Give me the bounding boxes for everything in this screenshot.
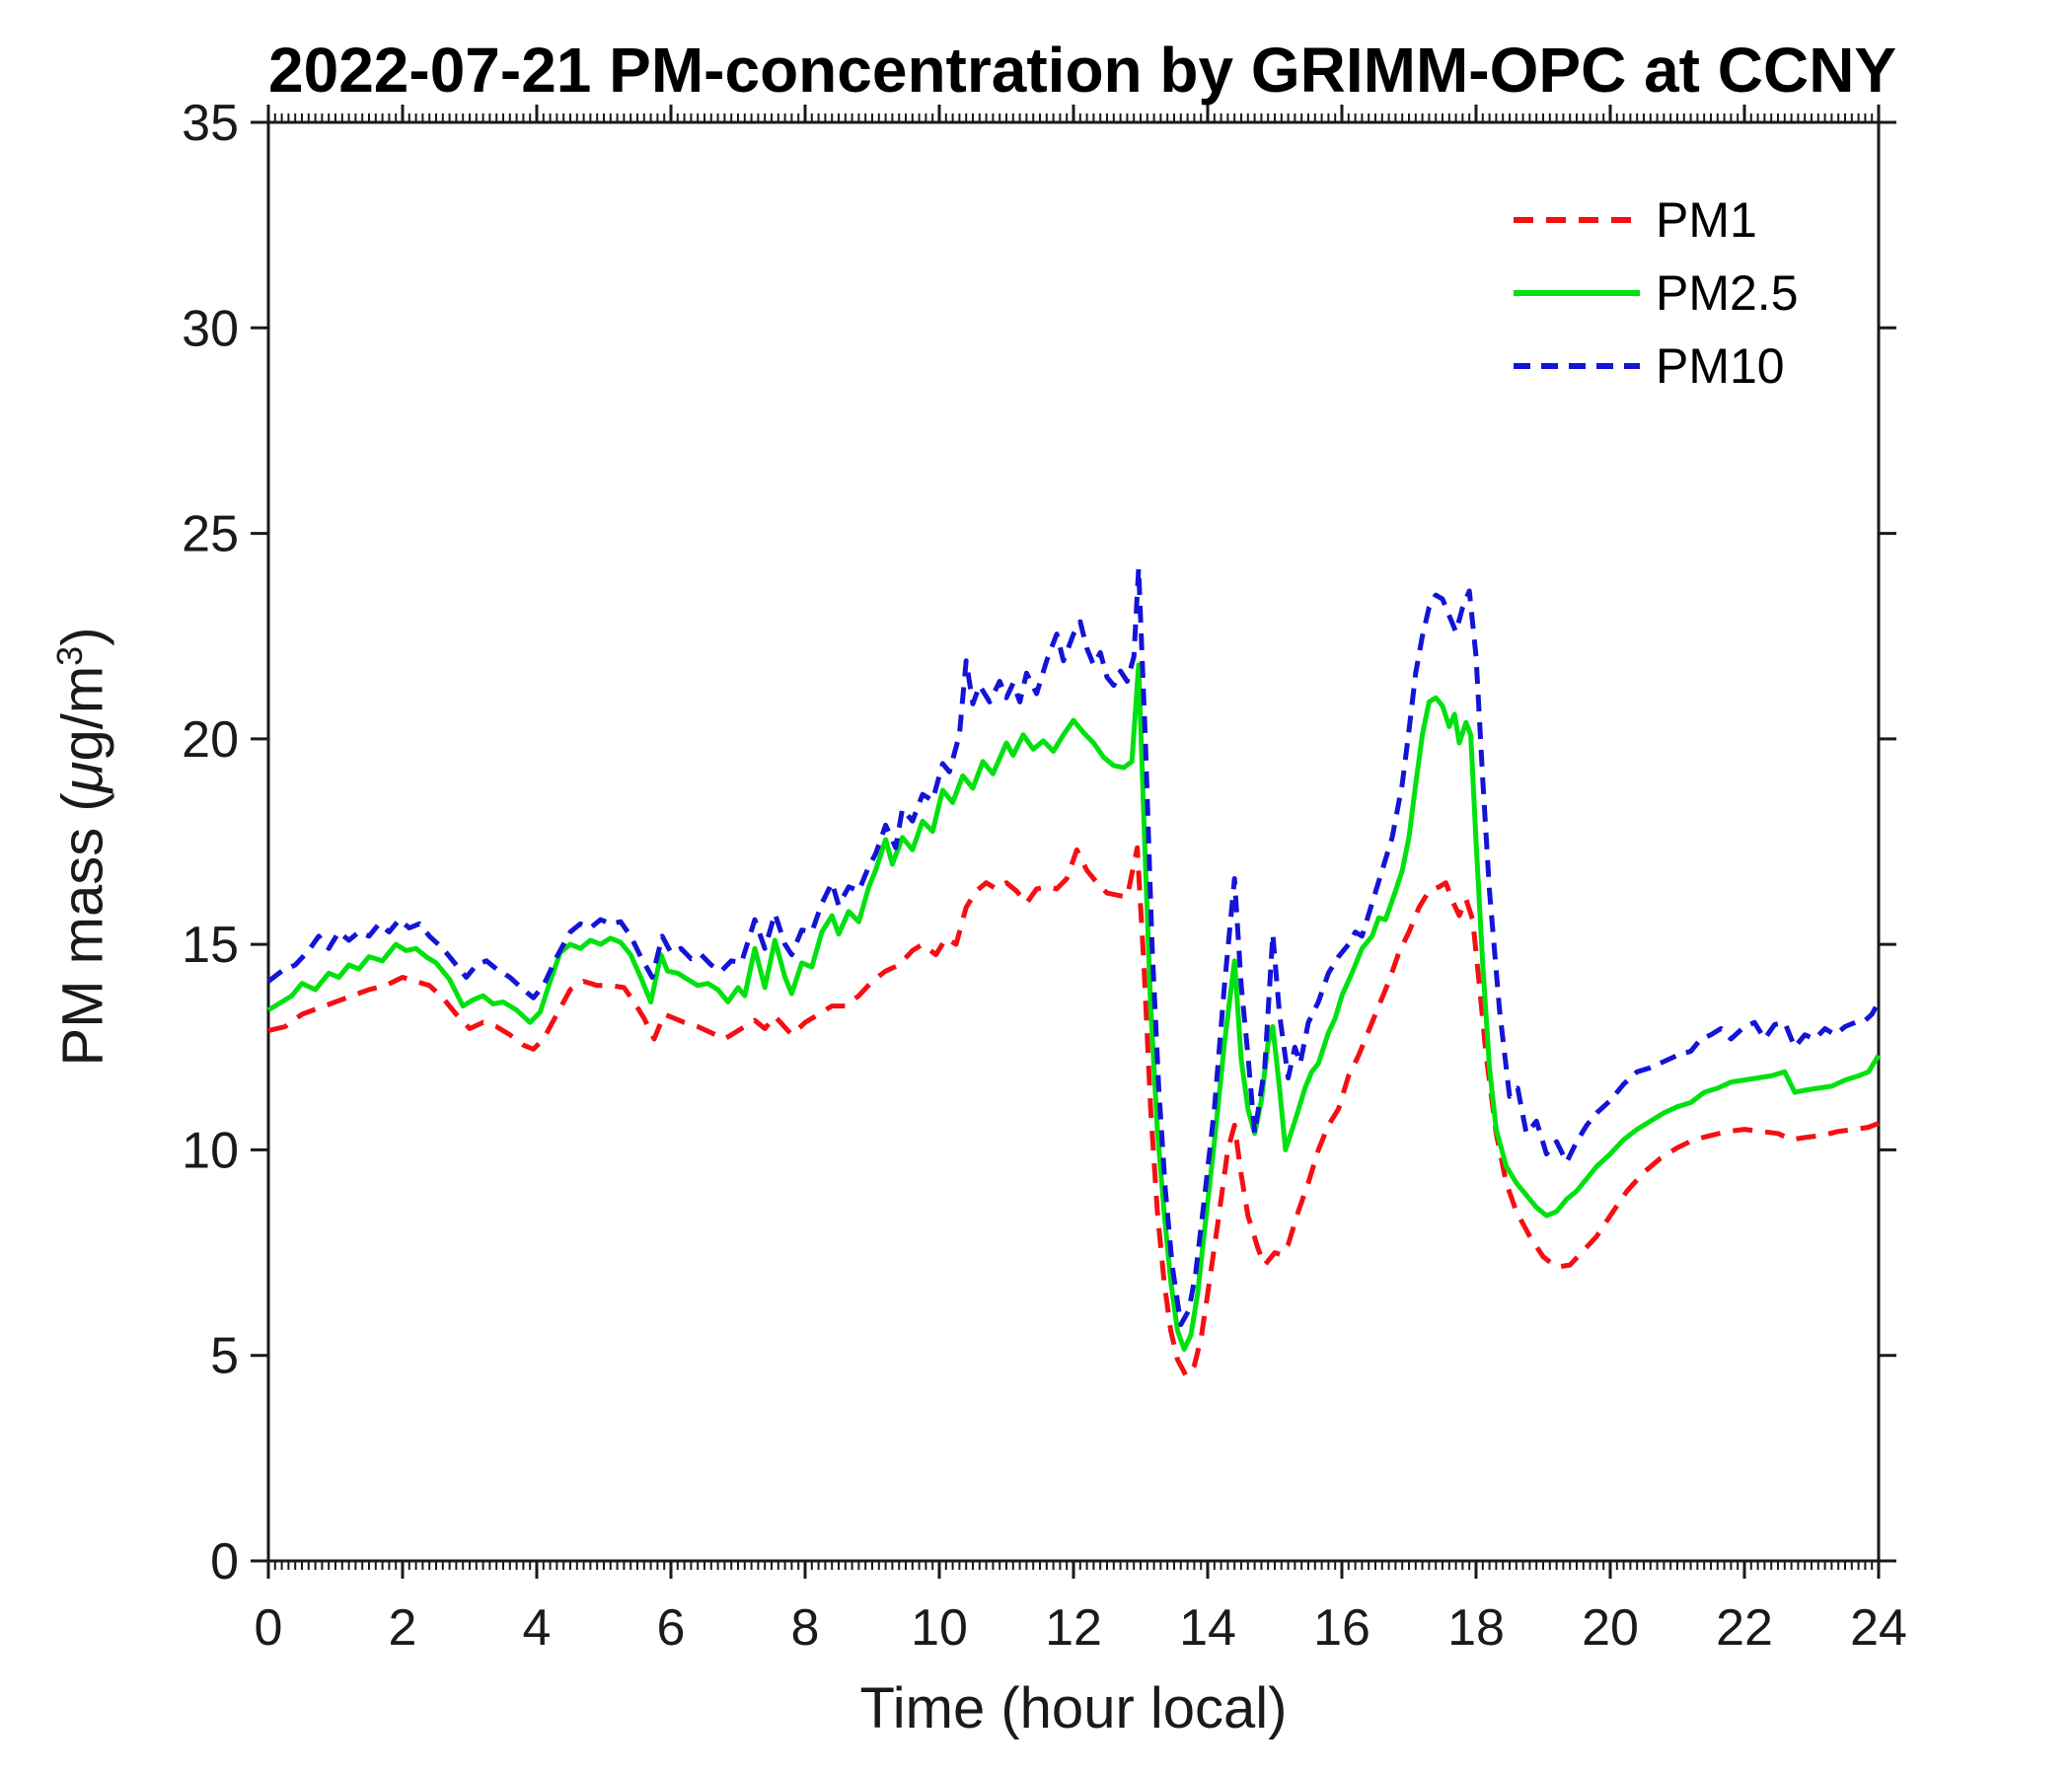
x-tick-label: 0	[255, 1599, 283, 1657]
y-tick-label: 15	[182, 917, 239, 974]
pm1-series-line	[267, 845, 1880, 1378]
y-tick-label: 20	[182, 711, 239, 769]
x-tick-label: 22	[1716, 1599, 1773, 1657]
x-tick-label: 4	[523, 1599, 552, 1657]
pm25-series-line	[266, 662, 1882, 1352]
y-tick-label: 30	[182, 300, 239, 357]
y-axis-label-mid: g/m	[50, 665, 115, 762]
chart-title: 2022-07-21 PM-concentration by GRIMM-OPC…	[268, 35, 1897, 106]
y-axis-label-mu: μ	[50, 761, 115, 793]
legend-line-sample	[1514, 290, 1640, 296]
x-tick-label: 12	[1045, 1599, 1102, 1657]
legend-line-sample	[1514, 217, 1640, 223]
y-axis-label-superscript: 3	[49, 645, 91, 666]
x-tick-label: 2	[389, 1599, 417, 1657]
legend-item-pm1: PM1	[1512, 184, 1799, 257]
x-tick-label: 20	[1582, 1599, 1639, 1657]
y-tick-label: 10	[182, 1122, 239, 1179]
legend-line-sample	[1514, 363, 1640, 369]
x-tick-label: 6	[657, 1599, 686, 1657]
x-tick-label: 8	[791, 1599, 820, 1657]
legend-label: PM10	[1656, 338, 1785, 394]
x-tick-label: 14	[1179, 1599, 1236, 1657]
y-axis-label-prefix: PM mass (	[50, 792, 115, 1067]
y-tick-label: 0	[210, 1533, 239, 1591]
x-tick-label: 24	[1850, 1599, 1907, 1657]
y-tick-label: 25	[182, 506, 239, 563]
x-axis-label: Time (hour local)	[859, 1676, 1288, 1740]
pm10-series-line	[266, 565, 1882, 1327]
y-axis-label: PM mass (μg/m3)	[49, 627, 116, 1067]
legend-label: PM2.5	[1656, 265, 1799, 321]
y-axis-label-suffix: )	[50, 627, 115, 646]
legend-item-pm10: PM10	[1512, 330, 1799, 403]
y-tick-label: 35	[182, 95, 239, 152]
legend-label: PM1	[1656, 192, 1757, 248]
x-tick-label: 16	[1313, 1599, 1370, 1657]
x-tick-label: 18	[1447, 1599, 1505, 1657]
legend-item-pm25: PM2.5	[1512, 257, 1799, 330]
legend: PM1 PM2.5 PM10	[1512, 184, 1799, 403]
y-tick-label: 5	[210, 1328, 239, 1385]
x-tick-label: 10	[911, 1599, 968, 1657]
